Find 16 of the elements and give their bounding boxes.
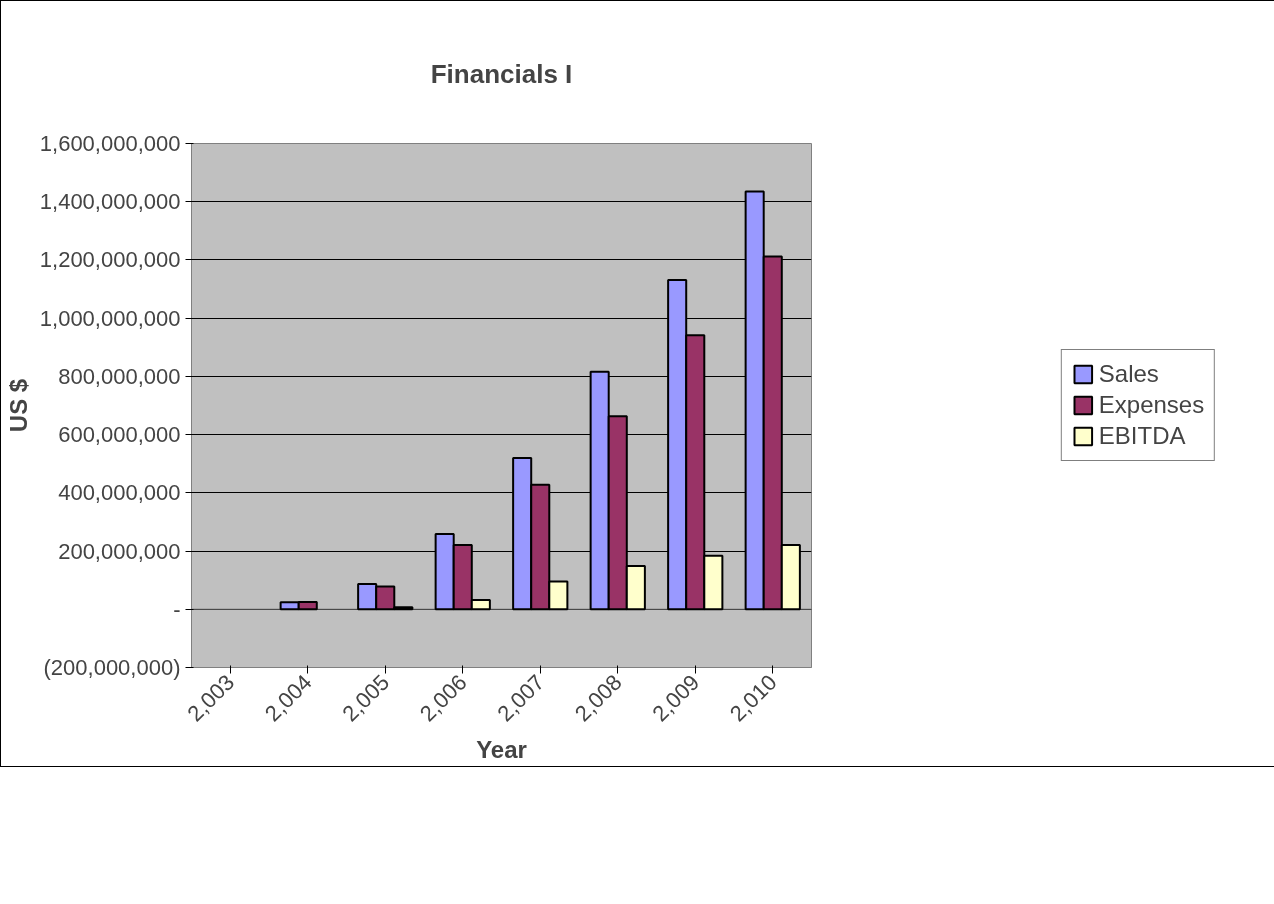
y-tick-label: 1,400,000,000 [39,189,181,215]
y-tick-label: 800,000,000 [58,363,181,389]
chart-title: Financials I [430,58,573,89]
x-axis-title: Year [476,736,527,764]
y-tick-label: (200,000,000) [43,655,181,680]
y-tick-label: 400,000,000 [58,480,181,506]
y-tick-label: 1,200,000,000 [39,247,181,273]
legend-label: Expenses [1098,391,1205,419]
y-axis-title: US $ [4,378,32,433]
y-tick-label: 200,000,000 [58,538,181,564]
legend-label: Sales [1098,360,1159,388]
y-tick-label: 1,000,000,000 [39,305,181,331]
y-tick-label: 1,600,000,000 [39,131,181,156]
y-tick-label: 600,000,000 [58,422,181,448]
legend-label: EBITDA [1098,422,1186,450]
y-tick-label: - [173,596,181,622]
